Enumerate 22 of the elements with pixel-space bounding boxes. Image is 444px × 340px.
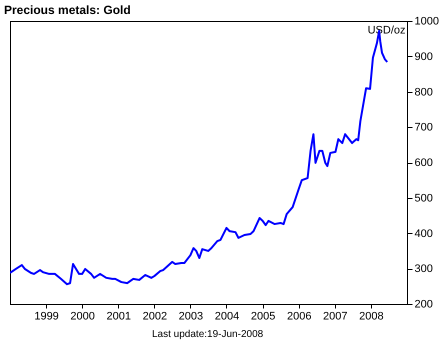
chart-title: Precious metals: Gold	[4, 3, 131, 17]
x-tick-label: 2000	[70, 310, 95, 322]
x-tick-label: 2005	[250, 310, 276, 322]
x-tick-label: 2006	[286, 310, 312, 322]
x-tick-label: 2004	[214, 310, 240, 322]
x-tick-label: 2007	[323, 310, 348, 322]
y-tick-label: 500	[414, 192, 433, 204]
x-tick-label: 2002	[142, 310, 168, 322]
x-tick-label: 1999	[34, 310, 59, 322]
y-axis-title: USD/oz	[368, 24, 406, 36]
y-tick-label: 200	[414, 298, 433, 310]
x-tick-label: 2001	[106, 310, 132, 322]
y-tick-label: 900	[414, 50, 433, 63]
y-tick-label: 400	[414, 228, 433, 240]
text: Last update:19-Jun-2008	[152, 329, 264, 340]
y-tick-label: 700	[414, 122, 433, 134]
x-tick-label: 2008	[359, 310, 384, 322]
y-tick-label: 300	[414, 263, 433, 276]
y-tick-label: 1000	[414, 16, 439, 28]
y-tick-label: 800	[414, 86, 433, 98]
y-tick-label: 600	[414, 157, 433, 169]
x-tick-label: 2003	[178, 310, 204, 322]
